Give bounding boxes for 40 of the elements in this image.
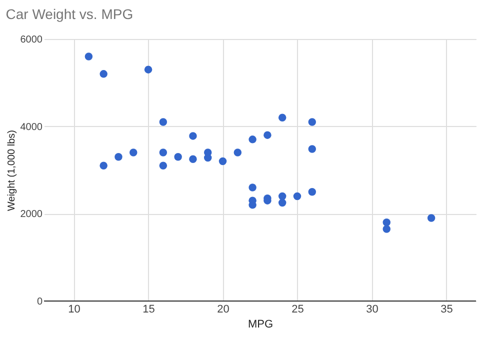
point [159, 118, 168, 126]
point [218, 157, 227, 166]
point [130, 148, 138, 156]
point [84, 52, 93, 60]
point [159, 162, 168, 170]
x-tick-label: 35 [440, 304, 453, 316]
point [114, 153, 122, 161]
x-axis-title: MPG [248, 318, 274, 330]
point [189, 155, 197, 163]
point [234, 148, 242, 156]
y-tick-label: 2000 [20, 209, 43, 220]
point [144, 66, 152, 74]
point [159, 148, 168, 156]
point [264, 131, 272, 139]
x-tick-label: 25 [292, 304, 304, 316]
point [382, 225, 390, 233]
y-tick-label: 0 [36, 296, 43, 308]
y-tick-label: 6000 [20, 34, 43, 46]
y-tick-label: 4000 [20, 122, 43, 133]
point [189, 132, 197, 140]
point [278, 192, 286, 200]
point [278, 114, 286, 122]
y-axis-title: Weight (1,000 lbs) [6, 130, 18, 211]
chart-title: Car Weight vs. MPG [6, 6, 134, 22]
point [293, 192, 302, 200]
point [308, 188, 316, 196]
point [427, 214, 436, 222]
x-tick-label: 20 [217, 304, 230, 316]
point [248, 136, 256, 144]
point [308, 118, 316, 126]
x-tick-label: 10 [68, 304, 80, 316]
point [382, 218, 390, 226]
point [278, 198, 286, 207]
x-tick-label: 15 [142, 304, 155, 316]
point [174, 153, 182, 161]
point [100, 162, 108, 170]
point [308, 145, 316, 153]
point [248, 184, 256, 192]
x-tick-label: 30 [366, 304, 378, 316]
point [100, 70, 108, 78]
